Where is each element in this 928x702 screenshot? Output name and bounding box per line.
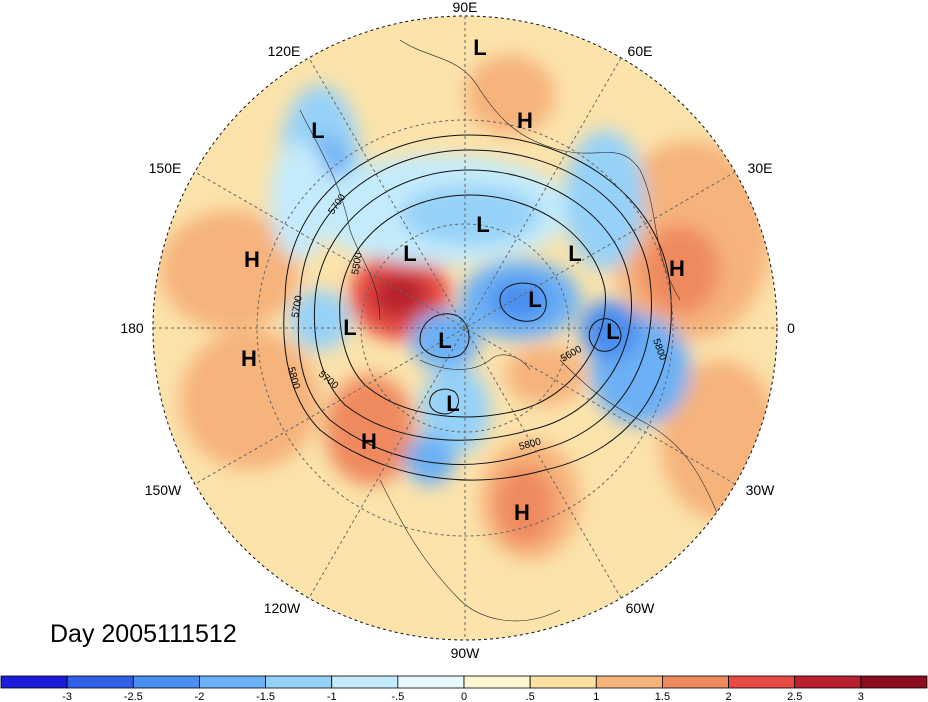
pressure-system-marker: L [568, 241, 581, 266]
colorbar-boxes [0, 675, 928, 689]
lon-label-0: 0 [787, 320, 795, 336]
pressure-system-marker: H [669, 256, 685, 281]
pressure-system-marker: H [361, 429, 377, 454]
pressure-system-marker: L [446, 391, 459, 416]
colorbar-tick-label: -1 [327, 691, 337, 702]
lon-label-90w: 90W [451, 645, 481, 661]
colorbar-box [66, 675, 134, 689]
height-contours [283, 134, 672, 481]
colorbar-box [595, 675, 663, 689]
colorbar-box [529, 675, 597, 689]
pressure-system-marker: L [311, 118, 324, 143]
lon-label-60e: 60E [628, 43, 653, 59]
colorbar-ticks: -3 -2.5 -2 -1.5 -1 -.5 0 .5 1 1.5 2 2.5 3 [62, 691, 864, 702]
colorbar-box [662, 675, 729, 689]
pressure-system-marker: L [403, 241, 416, 266]
anomaly-field [153, 16, 777, 640]
lon-label-150e: 150E [149, 160, 182, 176]
pressure-system-marker: L [343, 315, 356, 340]
pressure-system-marker: L [438, 328, 451, 353]
lon-label-150w: 150W [145, 482, 182, 498]
contour-label: 5500 [350, 251, 365, 275]
longitude-labels: 90E 60E 30E 0 30W 60W 90W 120W 150W 180 … [120, 0, 795, 661]
colorbar-tick-label: -3 [62, 691, 72, 702]
colorbar-tick-label: 3 [858, 691, 864, 702]
colorbar: -3 -2.5 -2 -1.5 -1 -.5 0 .5 1 1.5 2 2.5 3 [0, 675, 928, 702]
colorbar-box [265, 675, 333, 689]
lon-label-30w: 30W [746, 482, 776, 498]
colorbar-box [199, 675, 266, 689]
contour-label: 5700 [290, 294, 305, 318]
colorbar-box [794, 675, 862, 689]
colorbar-box [0, 675, 68, 689]
pressure-system-marker: L [473, 35, 486, 60]
colorbar-tick-label: 0 [461, 691, 467, 702]
colorbar-tick-label: -1.5 [256, 691, 275, 702]
pressure-system-marker: L [476, 212, 489, 237]
pressure-system-marker: H [517, 108, 533, 133]
lon-label-180: 180 [120, 320, 144, 336]
colorbar-tick-label: 1 [593, 691, 599, 702]
pressure-system-marker: H [244, 247, 260, 272]
lon-label-120e: 120E [268, 43, 301, 59]
pressure-system-marker: L [528, 287, 541, 312]
lon-label-120w: 120W [264, 600, 301, 616]
colorbar-box [132, 675, 200, 689]
colorbar-box [331, 675, 399, 689]
polar-map: 90E 60E 30E 0 30W 60W 90W 120W 150W 180 … [120, 0, 795, 661]
colorbar-tick-label: .5 [526, 691, 535, 702]
colorbar-tick-label: -.5 [391, 691, 404, 702]
colorbar-box [397, 675, 465, 689]
colorbar-box [463, 675, 531, 689]
pressure-system-marker: H [241, 346, 257, 371]
pressure-system-markers: L H L L H L L L L L H L H H L H [241, 35, 685, 525]
lon-label-30e: 30E [748, 160, 773, 176]
colorbar-tick-label: 2 [726, 691, 732, 702]
colorbar-box [860, 675, 928, 689]
lon-label-60w: 60W [626, 600, 656, 616]
colorbar-box [728, 675, 796, 689]
colorbar-tick-label: -2 [195, 691, 205, 702]
colorbar-tick-label: 1.5 [655, 691, 670, 702]
coastlines [299, 39, 721, 622]
graticule [152, 15, 778, 641]
lon-label-90e: 90E [453, 0, 478, 15]
pressure-system-marker: H [514, 500, 530, 525]
date-title: Day 2005111512 [50, 620, 237, 648]
pressure-system-marker: L [606, 319, 619, 344]
colorbar-tick-label: 2.5 [787, 691, 802, 702]
colorbar-tick-label: -2.5 [124, 691, 143, 702]
